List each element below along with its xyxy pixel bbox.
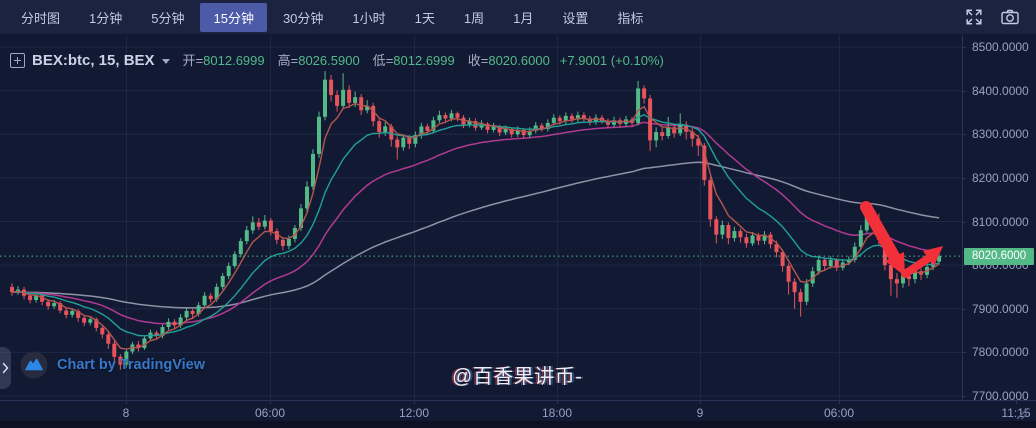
fullscreen-icon[interactable]: [964, 7, 984, 27]
chart-legend: BEX:btc, 15, BEX 开=8012.6999 高=8026.5900 低…: [10, 50, 664, 70]
price-tick-mark: [962, 134, 966, 135]
price-axis-label: 7700.0000: [972, 389, 1029, 403]
tab-11[interactable]: 指标: [617, 10, 644, 26]
candlestick-plot[interactable]: [0, 35, 963, 401]
camera-icon[interactable]: [1000, 7, 1020, 27]
ohlc-field-value: 8012.6999: [393, 53, 455, 68]
toolbar-actions: [964, 7, 1036, 27]
ohlc-field: 开=8012.6999: [182, 53, 265, 68]
change-value: +7.9001 (+0.10%): [559, 52, 664, 68]
time-axis-label: 06:00: [254, 406, 286, 420]
time-axis-label: 18:00: [541, 406, 573, 420]
price-tick-mark: [962, 309, 966, 310]
ohlc-field-value: 8020.6000: [488, 53, 550, 68]
tab-9[interactable]: 1月: [513, 10, 534, 26]
chevron-down-icon: [161, 58, 170, 64]
price-tick-mark: [962, 396, 966, 397]
time-tick-mark: [557, 400, 558, 404]
tab-6[interactable]: 1小时: [352, 10, 386, 26]
price-axis-label: 7800.0000: [972, 345, 1029, 359]
ohlc-field-value: 8012.6999: [203, 53, 265, 68]
time-axis-label: 06:00: [823, 406, 855, 420]
tab-10[interactable]: 设置: [562, 10, 589, 26]
price-axis[interactable]: 8020.6000 8500.0000 8400.0000 8300.0000 820…: [962, 35, 1036, 403]
ohlc-fields: 开=8012.6999 高=8026.5900 低=8012.6999 收=8020.…: [170, 50, 550, 70]
ohlc-field: 高=8026.5900: [277, 53, 360, 68]
resize-grip-icon: [1016, 408, 1028, 420]
ohlc-field-label: 开: [182, 53, 196, 68]
symbol-title[interactable]: BEX:btc, 15, BEX: [32, 52, 170, 69]
tab-2[interactable]: 1分钟: [89, 10, 123, 26]
time-tick-mark: [270, 400, 271, 404]
compare-plus-icon[interactable]: [10, 52, 25, 68]
price-axis-label: 8500.0000: [972, 40, 1029, 54]
price-tick-mark: [962, 47, 966, 48]
time-tick-mark: [839, 400, 840, 404]
tab-8[interactable]: 1周: [463, 10, 485, 26]
tab-7[interactable]: 1天: [414, 10, 435, 26]
tab-5[interactable]: 30分钟: [282, 10, 324, 26]
price-axis-label: 8400.0000: [972, 84, 1029, 98]
panel-toggle-arrow[interactable]: [0, 347, 11, 389]
tradingview-logo-icon: [20, 351, 48, 379]
tradingview-attribution[interactable]: Chart by TradingView: [20, 351, 205, 379]
tab-4[interactable]: 15分钟: [200, 2, 267, 32]
symbol-title-text: BEX:btc, 15, BEX: [32, 51, 155, 69]
time-axis-label: 9: [696, 406, 704, 420]
ohlc-field-value: 8026.5900: [298, 53, 360, 68]
interval-tabs: 分时图 1分钟 5分钟 15分钟 30分钟 1小时 1天 1周 1月 设置 指标: [8, 2, 656, 32]
ohlc-field-label: 高: [277, 53, 291, 68]
resize-handle[interactable]: [1016, 407, 1028, 420]
time-tick-mark: [700, 400, 701, 404]
price-axis-label: 8300.0000: [972, 127, 1029, 141]
price-axis-label: 8100.0000: [972, 215, 1029, 229]
price-tick-mark: [962, 91, 966, 92]
time-tick-mark: [1016, 400, 1017, 404]
attribution-text: Chart by TradingView: [57, 357, 205, 373]
time-axis-label: 12:00: [398, 406, 430, 420]
time-tick-mark: [414, 400, 415, 404]
current-price-label: 8020.6000: [964, 248, 1034, 265]
price-axis-label: 8200.0000: [972, 171, 1029, 185]
price-axis-label: 7900.0000: [972, 302, 1029, 316]
time-axis-label: 8: [122, 406, 130, 420]
price-tick-mark: [962, 222, 966, 223]
time-axis-border: [0, 400, 1036, 401]
chart-area[interactable]: BEX:btc, 15, BEX 开=8012.6999 高=8026.5900 低…: [0, 35, 1036, 428]
price-tick-mark: [962, 352, 966, 353]
tab-3[interactable]: 5分钟: [151, 10, 185, 26]
toolbar: 分时图 1分钟 5分钟 15分钟 30分钟 1小时 1天 1周 1月 设置 指标: [0, 0, 1036, 35]
tab-1[interactable]: 分时图: [21, 10, 61, 26]
bottom-strip: [0, 421, 1036, 428]
price-tick-mark: [962, 178, 966, 179]
ohlc-field: 收=8020.6000: [467, 53, 550, 68]
price-tick-mark: [962, 265, 966, 266]
ohlc-field-label: 收: [467, 53, 481, 68]
ohlc-field: 低=8012.6999: [372, 53, 455, 68]
watermark: @百香果讲币-: [452, 366, 583, 388]
chevron-right-icon: [2, 362, 9, 374]
ohlc-field-label: 低: [372, 53, 386, 68]
time-tick-mark: [126, 400, 127, 404]
